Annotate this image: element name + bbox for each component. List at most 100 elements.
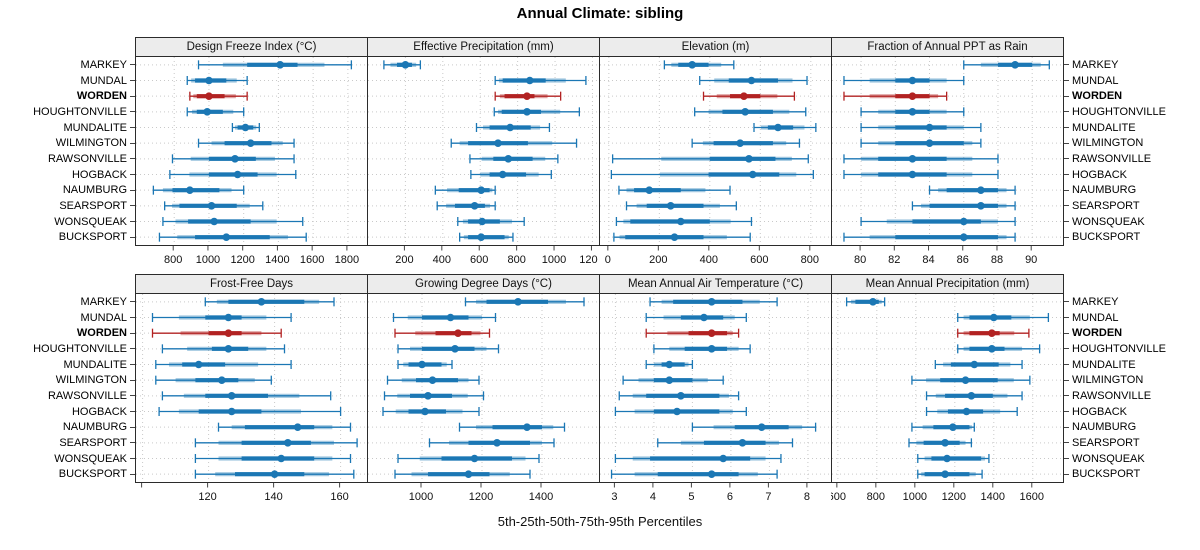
y-axis-tick — [1064, 174, 1069, 176]
x-tick-label: 1200 — [579, 254, 598, 266]
strip-title: Mean Annual Air Temperature (°C) — [600, 275, 831, 294]
row-label-text: MUNDAL — [1072, 74, 1119, 87]
median-dot — [925, 123, 934, 132]
median-dot — [970, 360, 979, 369]
median-dot — [477, 233, 485, 241]
median-dot — [673, 407, 681, 416]
x-tick-label: 5 — [688, 491, 694, 503]
panel-elevation: Elevation (m) 0 200 400 600 800 — [599, 37, 832, 272]
median-dot — [224, 329, 233, 337]
row-label-text: HOGBACK — [1072, 168, 1128, 181]
y-axis-tick — [1064, 332, 1069, 334]
y-axis-tick — [1064, 221, 1069, 223]
median-dot — [941, 470, 949, 478]
median-dot — [700, 313, 708, 322]
x-tick-label: 80 — [854, 254, 866, 266]
median-dot — [218, 376, 226, 384]
median-dot — [470, 454, 479, 463]
median-dot — [959, 233, 968, 241]
row-label-text: WORDEN — [1072, 90, 1123, 103]
median-dot — [908, 92, 917, 100]
median-dot — [677, 392, 685, 400]
x-tick-label: 8 — [804, 491, 810, 503]
row-label-text: WORDEN — [76, 327, 127, 340]
median-dot — [276, 61, 284, 69]
median-dot — [1011, 61, 1019, 69]
median-dot — [210, 217, 218, 226]
x-tick-label: 600 — [470, 254, 488, 266]
row-label-mundal: MUNDAL — [1064, 73, 1194, 89]
median-dot — [869, 298, 877, 306]
row-label-text: WONSQUEAK — [54, 452, 127, 465]
row-label-worden: WORDEN — [1064, 88, 1194, 104]
trellis-row-top: MARKEY MUNDAL WORDEN HOUGHTONVILLE MUNDALITE… — [0, 37, 1194, 272]
median-dot — [284, 439, 292, 447]
row-label-naumburg: NAUMBURG — [1064, 182, 1194, 198]
median-dot — [454, 329, 462, 337]
median-dot — [205, 76, 213, 85]
y-axis-tick — [1064, 348, 1069, 350]
y-axis-tick — [1064, 205, 1069, 207]
median-dot — [736, 139, 744, 147]
row-label-text: NAUMBURG — [62, 184, 127, 197]
row-label-rawsonville: RAWSONVILLE — [1064, 388, 1194, 404]
x-axis: 1000 1200 1400 — [409, 483, 553, 503]
median-dot — [707, 329, 716, 337]
y-axis-tick — [130, 142, 135, 144]
x-axis: 200 400 600 800 1000 1200 — [395, 246, 598, 266]
y-axis-tick — [1064, 95, 1069, 97]
x-tick-label: 84 — [922, 254, 934, 266]
x-tick-label: 140 — [264, 491, 282, 503]
median-dot — [745, 155, 753, 163]
plot-area — [136, 294, 367, 482]
row-label-searsport: SEARSPORT — [0, 435, 135, 451]
x-tick-label: 90 — [1025, 254, 1037, 266]
row-label-wilmington: WILMINGTON — [0, 135, 135, 151]
row-label-text: HOGBACK — [71, 168, 127, 181]
row-label-text: WORDEN — [1072, 327, 1123, 340]
row-label-text: HOUGHTONVILLE — [1072, 105, 1166, 118]
median-dot — [233, 170, 242, 179]
median-dot — [227, 407, 236, 416]
row-label-text: HOGBACK — [71, 405, 127, 418]
row-label-text: BUCKSPORT — [58, 468, 127, 481]
row-label-text: MUNDALITE — [63, 121, 127, 134]
plot-area — [600, 57, 831, 245]
median-dot — [207, 202, 216, 210]
row-label-text: WILMINGTON — [55, 137, 127, 150]
row-label-markey: MARKEY — [0, 294, 135, 310]
y-axis-tick — [130, 205, 135, 207]
row-label-hogback: HOGBACK — [0, 167, 135, 183]
median-dot — [523, 423, 531, 431]
row-label-wonsqueak: WONSQUEAK — [1064, 451, 1194, 467]
row-label-mundal: MUNDAL — [0, 73, 135, 89]
row-label-text: HOUGHTONVILLE — [1072, 342, 1166, 355]
median-dot — [194, 360, 203, 369]
y-axis-tick — [130, 395, 135, 397]
x-tick-label: 1400 — [265, 254, 289, 266]
row-label-text: MARKEY — [80, 295, 127, 308]
median-dot — [925, 139, 934, 147]
x-tick-label: 800 — [867, 491, 885, 503]
x-tick-label: 7 — [765, 491, 771, 503]
x-tick-label: 800 — [801, 254, 819, 266]
row-label-worden: WORDEN — [0, 88, 135, 104]
x-axis: 800 1000 1200 1400 1600 1800 — [164, 246, 359, 266]
median-dot — [989, 313, 998, 322]
row-label-rawsonville: RAWSONVILLE — [0, 151, 135, 167]
median-dot — [719, 454, 727, 463]
median-dot — [477, 186, 485, 194]
x-tick-label: 160 — [330, 491, 348, 503]
x-tick-label: 88 — [991, 254, 1003, 266]
row-label-wonsqueak: WONSQUEAK — [0, 214, 135, 230]
x-tick-label: 200 — [395, 254, 413, 266]
row-label-text: MARKEY — [1072, 58, 1119, 71]
row-label-text: RAWSONVILLE — [1072, 389, 1152, 402]
row-label-text: BUCKSPORT — [1072, 231, 1141, 244]
y-axis-tick — [130, 426, 135, 428]
median-dot — [908, 155, 917, 163]
y-axis-tick — [130, 127, 135, 129]
row-label-text: WONSQUEAK — [54, 215, 127, 228]
row-label-hogback: HOGBACK — [1064, 167, 1194, 183]
